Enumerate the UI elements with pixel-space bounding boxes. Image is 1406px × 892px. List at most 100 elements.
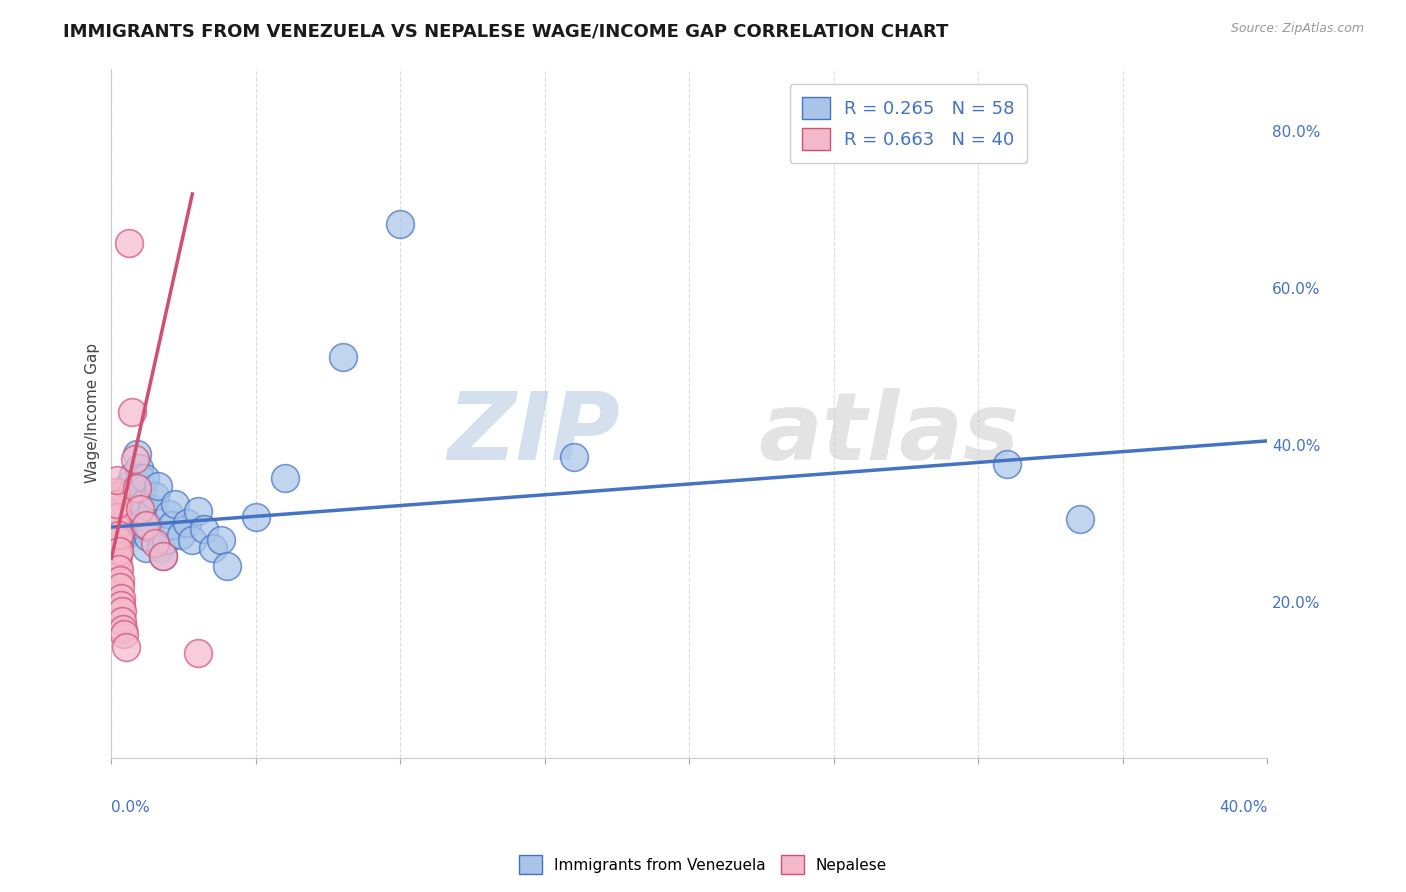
Point [187, 504, 209, 518]
Point [181, 533, 204, 548]
Point [111, 604, 134, 618]
Text: ZIP: ZIP [447, 388, 620, 480]
Point [103, 499, 125, 513]
Point [143, 489, 166, 503]
Point [163, 497, 186, 511]
Point [389, 217, 412, 231]
Point [105, 509, 128, 524]
Point [134, 471, 156, 485]
Legend: R = 0.265   N = 58, R = 0.663   N = 40: R = 0.265 N = 58, R = 0.663 N = 40 [790, 85, 1028, 163]
Text: atlas: atlas [759, 388, 1019, 480]
Point [176, 516, 198, 531]
Point [127, 481, 149, 495]
Point [193, 523, 215, 537]
Point [104, 515, 127, 529]
Point [187, 646, 209, 660]
Point [107, 549, 129, 563]
Point [129, 471, 152, 485]
Text: Source: ZipAtlas.com: Source: ZipAtlas.com [1230, 22, 1364, 36]
Text: 40.0%: 40.0% [1219, 800, 1267, 814]
Point [155, 533, 177, 548]
Point [108, 581, 131, 595]
Point [201, 541, 224, 556]
Point [118, 517, 141, 532]
Point [110, 502, 132, 516]
Point [245, 509, 267, 524]
Point [110, 591, 132, 605]
Point [101, 509, 124, 524]
Point [105, 484, 128, 499]
Point [115, 640, 138, 654]
Point [107, 559, 129, 574]
Point [135, 517, 157, 532]
Point [120, 477, 142, 491]
Point [115, 528, 138, 542]
Point [105, 508, 128, 523]
Point [104, 517, 127, 532]
Point [1069, 512, 1091, 526]
Text: IMMIGRANTS FROM VENEZUELA VS NEPALESE WAGE/INCOME GAP CORRELATION CHART: IMMIGRANTS FROM VENEZUELA VS NEPALESE WA… [63, 22, 949, 40]
Point [121, 502, 143, 516]
Point [108, 561, 131, 575]
Point [118, 235, 141, 250]
Point [108, 573, 131, 587]
Point [103, 504, 125, 518]
Point [124, 489, 146, 503]
Point [104, 507, 127, 521]
Point [562, 450, 585, 464]
Point [107, 473, 129, 487]
Point [114, 499, 136, 513]
Point [152, 549, 174, 563]
Point [129, 502, 152, 516]
Point [108, 524, 131, 538]
Point [152, 549, 174, 563]
Point [105, 520, 128, 534]
Point [105, 541, 128, 556]
Point [111, 504, 134, 518]
Point [112, 484, 135, 499]
Point [121, 405, 143, 419]
Y-axis label: Wage/Income Gap: Wage/Income Gap [86, 343, 100, 483]
Point [143, 535, 166, 549]
Point [274, 471, 297, 485]
Point [110, 515, 132, 529]
Point [125, 481, 148, 495]
Point [110, 599, 132, 613]
Point [103, 517, 125, 532]
Point [112, 627, 135, 641]
Point [124, 451, 146, 466]
Point [103, 504, 125, 518]
Point [108, 507, 131, 521]
Point [160, 517, 183, 532]
Point [107, 497, 129, 511]
Point [103, 528, 125, 542]
Point [107, 528, 129, 542]
Point [108, 543, 131, 558]
Point [104, 489, 127, 503]
Point [157, 507, 180, 521]
Point [170, 528, 193, 542]
Point [149, 541, 172, 556]
Point [135, 541, 157, 556]
Point [122, 467, 145, 482]
Point [111, 614, 134, 628]
Point [132, 497, 155, 511]
Point [105, 497, 128, 511]
Point [104, 494, 127, 508]
Point [141, 502, 163, 516]
Point [105, 520, 128, 534]
Point [107, 509, 129, 524]
Point [136, 530, 159, 544]
Point [111, 494, 134, 508]
Point [138, 520, 160, 534]
Point [103, 512, 125, 526]
Point [107, 533, 129, 548]
Point [104, 502, 127, 516]
Point [146, 478, 169, 492]
Point [128, 461, 150, 475]
Point [117, 491, 139, 505]
Point [112, 520, 135, 534]
Point [131, 483, 153, 498]
Point [332, 350, 354, 364]
Point [117, 509, 139, 524]
